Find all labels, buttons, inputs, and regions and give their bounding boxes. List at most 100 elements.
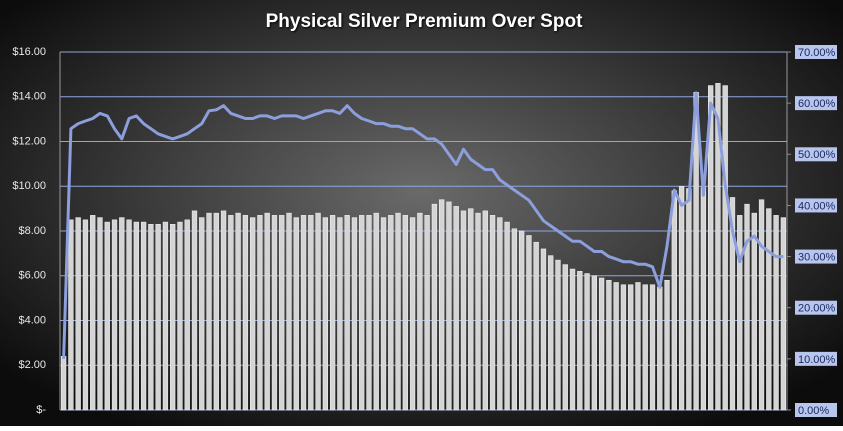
y-tick-label: $6.00 (18, 270, 46, 282)
bar (569, 268, 576, 411)
bar (213, 212, 219, 411)
bar (715, 83, 721, 411)
bar (562, 264, 568, 411)
bar (351, 217, 358, 411)
bar (460, 210, 467, 411)
y-tick-label: $- (36, 404, 46, 416)
bar (162, 221, 169, 411)
y-tick-label: $8.00 (18, 225, 46, 237)
bar (780, 217, 787, 411)
bar (170, 224, 176, 411)
bar (155, 224, 161, 411)
line (62, 91, 784, 359)
bar (598, 277, 605, 411)
bar (475, 212, 481, 411)
bar (766, 208, 772, 411)
y2-tick-label: 40.00% (798, 200, 836, 212)
bar (395, 212, 401, 411)
bar (642, 284, 648, 411)
y2-tick-label: 70.00% (798, 47, 836, 59)
bar (620, 284, 627, 411)
y-tick-label: $16.00 (12, 46, 46, 58)
bar (359, 215, 365, 411)
bar (511, 228, 518, 411)
bar (526, 235, 532, 411)
bar (250, 217, 256, 411)
y-tick-label: $12.00 (12, 135, 46, 147)
y2-tick-label-box (795, 300, 837, 315)
bar (329, 215, 336, 411)
bar (104, 221, 110, 411)
bar (191, 210, 198, 411)
bar (97, 217, 103, 411)
bar (228, 215, 234, 411)
bar (315, 212, 321, 411)
bar (468, 208, 474, 411)
bar (199, 217, 205, 411)
bar (206, 212, 212, 411)
bar (758, 199, 765, 411)
bar (751, 212, 757, 411)
bar (220, 210, 227, 411)
bar (555, 259, 561, 411)
y2-tick-label: 10.00% (798, 354, 836, 366)
bar (402, 215, 408, 411)
bar (664, 279, 670, 411)
bar (489, 215, 496, 411)
bar (729, 197, 736, 411)
bar (439, 199, 445, 411)
bar (628, 284, 634, 411)
bar (446, 201, 452, 411)
bar (424, 215, 430, 411)
bar (344, 215, 350, 411)
bar (497, 217, 503, 411)
bar (177, 221, 183, 411)
bar (286, 212, 292, 411)
bar (671, 190, 677, 411)
y-tick-label: $10.00 (12, 180, 46, 192)
bar (417, 212, 423, 411)
y-tick-label: $14.00 (12, 91, 46, 103)
bar (591, 275, 597, 411)
bar (126, 219, 132, 411)
y-tick-label: $2.00 (18, 359, 46, 371)
y2-tick-label: 50.00% (798, 149, 836, 161)
bar (271, 215, 278, 411)
bar (279, 215, 285, 411)
bar (548, 255, 554, 411)
y2-tick-label-box (795, 403, 837, 417)
bar (60, 356, 67, 411)
bar (453, 206, 459, 411)
y2-tick-label-box (795, 45, 837, 59)
bar (584, 273, 590, 411)
bar (409, 217, 416, 411)
y2-tick-label-box (795, 351, 837, 366)
bar (388, 215, 394, 411)
bar (133, 221, 139, 411)
y2-tick-label: 30.00% (798, 251, 836, 263)
bar (293, 217, 299, 411)
bar (184, 219, 190, 411)
bar (533, 241, 539, 411)
bar (322, 217, 329, 411)
bar (75, 217, 81, 411)
bar (635, 282, 641, 411)
bar (308, 215, 314, 411)
bar (737, 215, 743, 411)
y2-tick-label-box (795, 96, 837, 111)
bar (708, 85, 714, 411)
bar (111, 219, 118, 411)
bar (90, 215, 96, 411)
bar (773, 215, 779, 411)
bar (504, 221, 510, 411)
bar (722, 85, 728, 411)
y-tick-label: $4.00 (18, 314, 46, 326)
bar (431, 203, 438, 411)
bar (373, 212, 379, 411)
y2-tick-label-box (795, 249, 837, 264)
bar (577, 271, 583, 411)
bar (380, 217, 387, 411)
bar (140, 221, 147, 411)
y2-tick-label: 0.00% (798, 405, 829, 417)
